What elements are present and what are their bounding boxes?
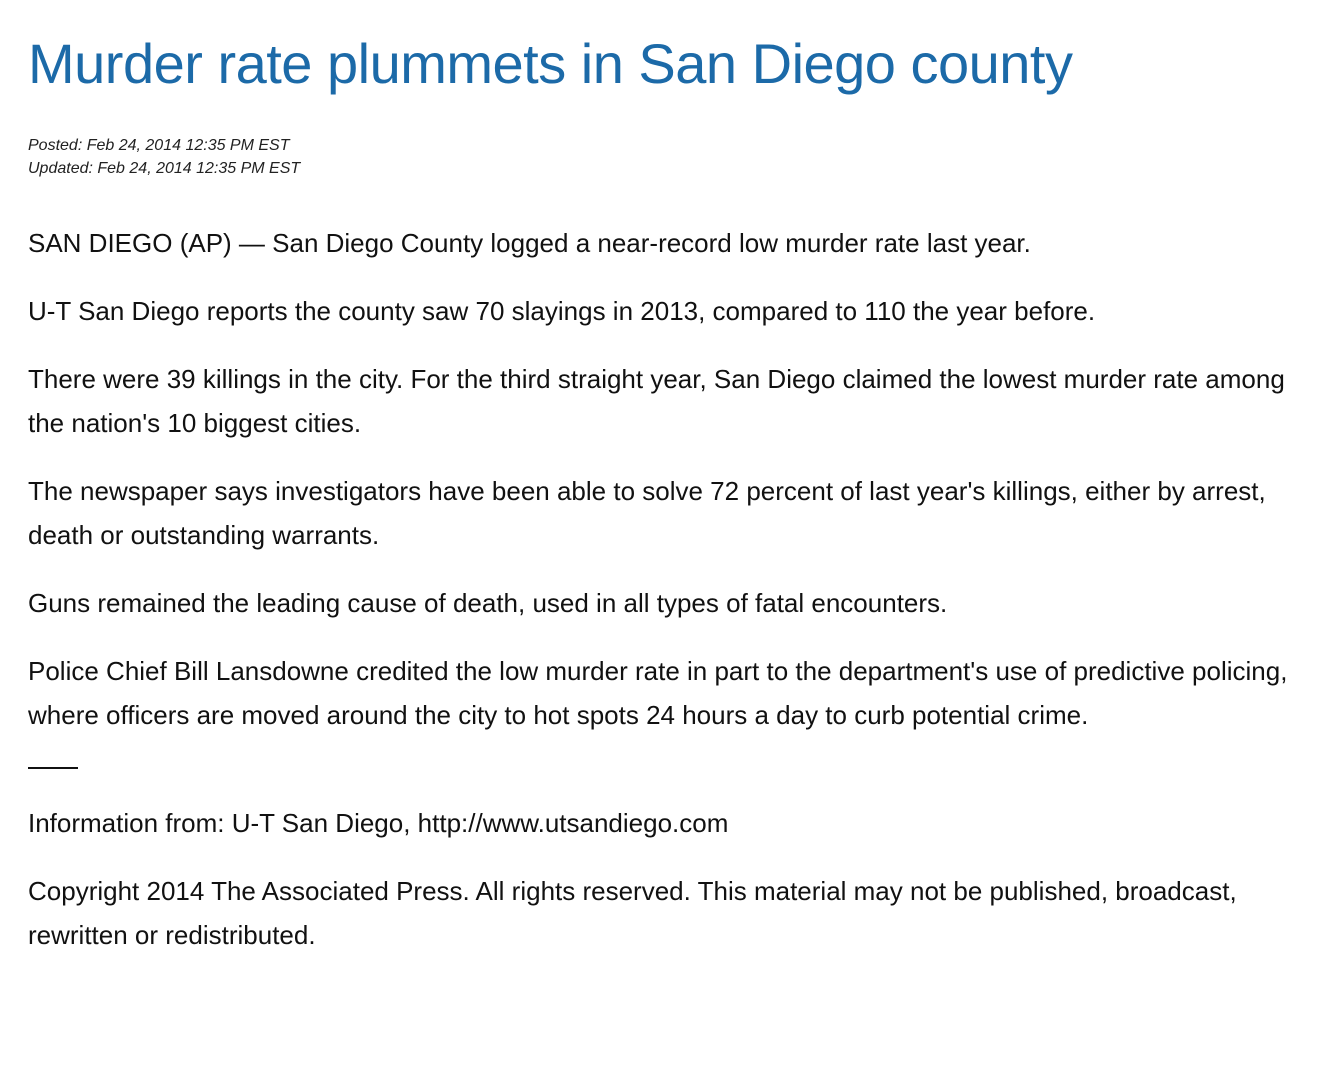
updated-timestamp: Updated: Feb 24, 2014 12:35 PM EST [28, 160, 301, 177]
article-paragraph: U-T San Diego reports the county saw 70 … [28, 296, 1096, 326]
article-paragraph: Police Chief Bill Lansdowne credited the… [28, 656, 1288, 730]
article-footer: Information from: U-T San Diego, http://… [28, 801, 1296, 957]
article-meta: Posted: Feb 24, 2014 12:35 PM EST Update… [28, 134, 1296, 180]
article-paragraph: Guns remained the leading cause of death… [28, 588, 948, 618]
article-headline: Murder rate plummets in San Diego county [28, 32, 1073, 95]
article-paragraph: SAN DIEGO (AP) — San Diego County logged… [28, 228, 1031, 258]
source-credit: Information from: U-T San Diego, http://… [28, 808, 729, 838]
article-paragraph: There were 39 killings in the city. For … [28, 364, 1285, 438]
article-body: SAN DIEGO (AP) — San Diego County logged… [28, 221, 1296, 737]
footer-divider [28, 767, 78, 769]
article: Murder rate plummets in San Diego county… [28, 32, 1296, 957]
article-paragraph: The newspaper says investigators have be… [28, 476, 1266, 550]
copyright-notice: Copyright 2014 The Associated Press. All… [28, 876, 1237, 950]
posted-timestamp: Posted: Feb 24, 2014 12:35 PM EST [28, 137, 290, 154]
